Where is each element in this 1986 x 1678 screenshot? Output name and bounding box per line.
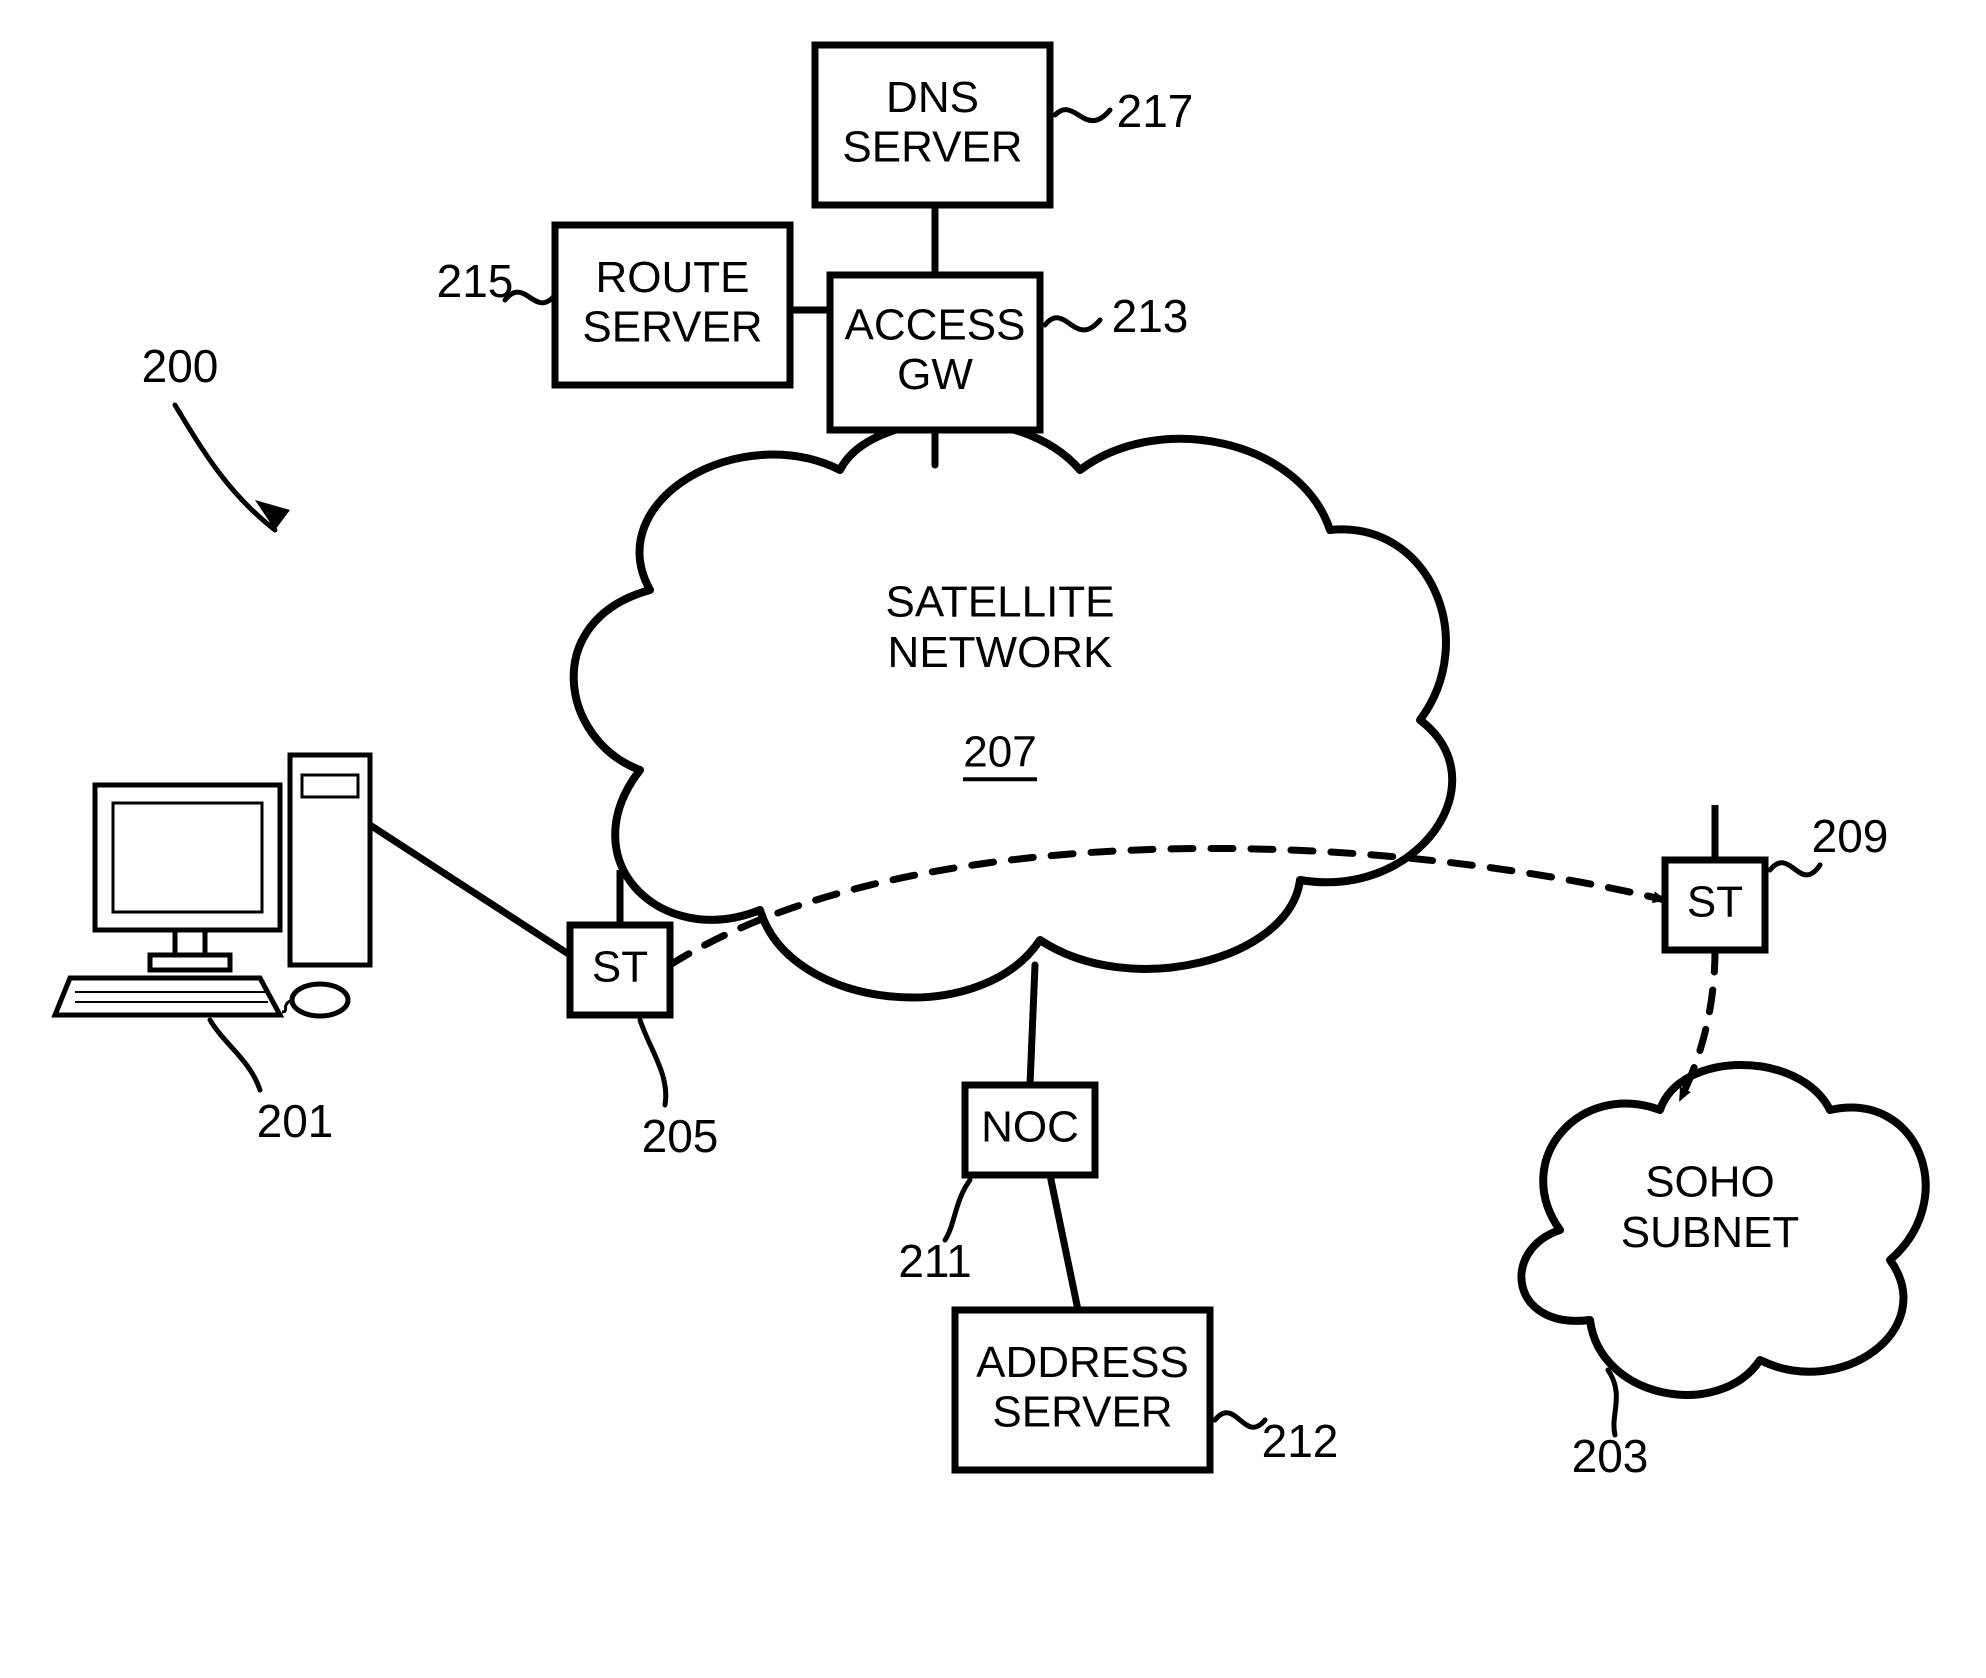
dns-label: DNS: [886, 73, 979, 122]
soho-cloud-label: SOHO: [1645, 1157, 1775, 1206]
satnet-cloud-ref: 207: [963, 728, 1036, 777]
soho-cloud: SOHOSUBNET: [1521, 1065, 1925, 1395]
noc-label: NOC: [981, 1103, 1079, 1152]
ref-label-211: 211: [898, 1180, 971, 1287]
ref-number: 217: [1117, 85, 1194, 137]
satnet-cloud: SATELLITENETWORK 207: [574, 421, 1453, 997]
st_right-label: ST: [1687, 878, 1743, 927]
ref-number: 212: [1262, 1415, 1339, 1467]
computer-icon: [55, 755, 370, 1016]
ref-number: 213: [1112, 290, 1189, 342]
ref-number: 215: [437, 255, 514, 307]
st_left-label: ST: [592, 943, 648, 992]
ref-number: 205: [642, 1110, 719, 1162]
connector-noc_to_addr: [1050, 1175, 1078, 1310]
ref-number: 201: [257, 1095, 334, 1147]
dns-label: SERVER: [842, 122, 1022, 171]
network-diagram: SATELLITENETWORK207SOHOSUBNET DNSSERVERR…: [0, 0, 1986, 1678]
ref-number: 209: [1812, 810, 1889, 862]
noc-node: NOC: [965, 1085, 1095, 1175]
satnet-cloud-label: SATELLITE: [885, 577, 1114, 626]
ref-label-201: 201: [210, 1020, 333, 1147]
soho-cloud-label: SUBNET: [1621, 1208, 1799, 1257]
route-label: ROUTE: [596, 253, 750, 302]
ref-number: 211: [898, 1235, 971, 1287]
ref-label-215: 215: [437, 255, 555, 307]
addr-node: ADDRESSSERVER: [955, 1310, 1210, 1470]
access-label: ACCESS: [845, 300, 1026, 349]
st_right-node: ST: [1665, 860, 1765, 950]
access-node: ACCESSGW: [830, 275, 1040, 430]
ref-label-217: 217: [1055, 85, 1193, 137]
figure-number: 200: [142, 340, 219, 392]
connector-pc_to_stleft: [370, 825, 570, 955]
ref-label-209: 209: [1770, 810, 1888, 875]
dns-node: DNSSERVER: [815, 45, 1050, 205]
addr-label: SERVER: [992, 1387, 1172, 1436]
ref-label-205: 205: [640, 1020, 718, 1162]
ref-label-212: 212: [1215, 1413, 1338, 1467]
connector-cloud_to_noc: [1030, 965, 1035, 1085]
ref-label-213: 213: [1045, 290, 1188, 342]
route-node: ROUTESERVER: [555, 225, 790, 385]
addr-label: ADDRESS: [976, 1338, 1189, 1387]
ref-number: 203: [1572, 1430, 1649, 1482]
figure-ref: 200: [142, 340, 290, 530]
route-label: SERVER: [582, 302, 762, 351]
satnet-cloud-label: NETWORK: [888, 628, 1113, 677]
access-label: GW: [897, 350, 973, 399]
st_left-node: ST: [570, 925, 670, 1015]
